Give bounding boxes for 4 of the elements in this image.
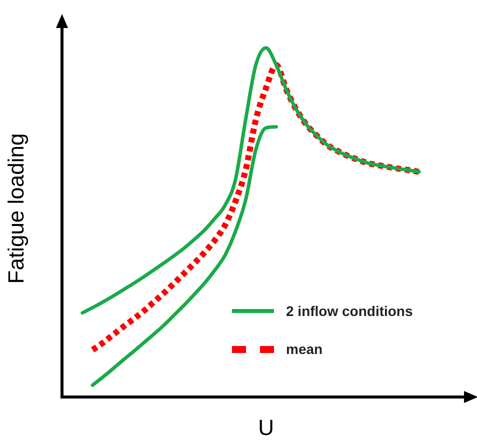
y-axis-title: Fatigue loading bbox=[3, 133, 28, 284]
legend-label: 2 inflow conditions bbox=[286, 303, 413, 319]
x-axis-title: U bbox=[258, 414, 274, 440]
legend-label: mean bbox=[286, 341, 323, 357]
